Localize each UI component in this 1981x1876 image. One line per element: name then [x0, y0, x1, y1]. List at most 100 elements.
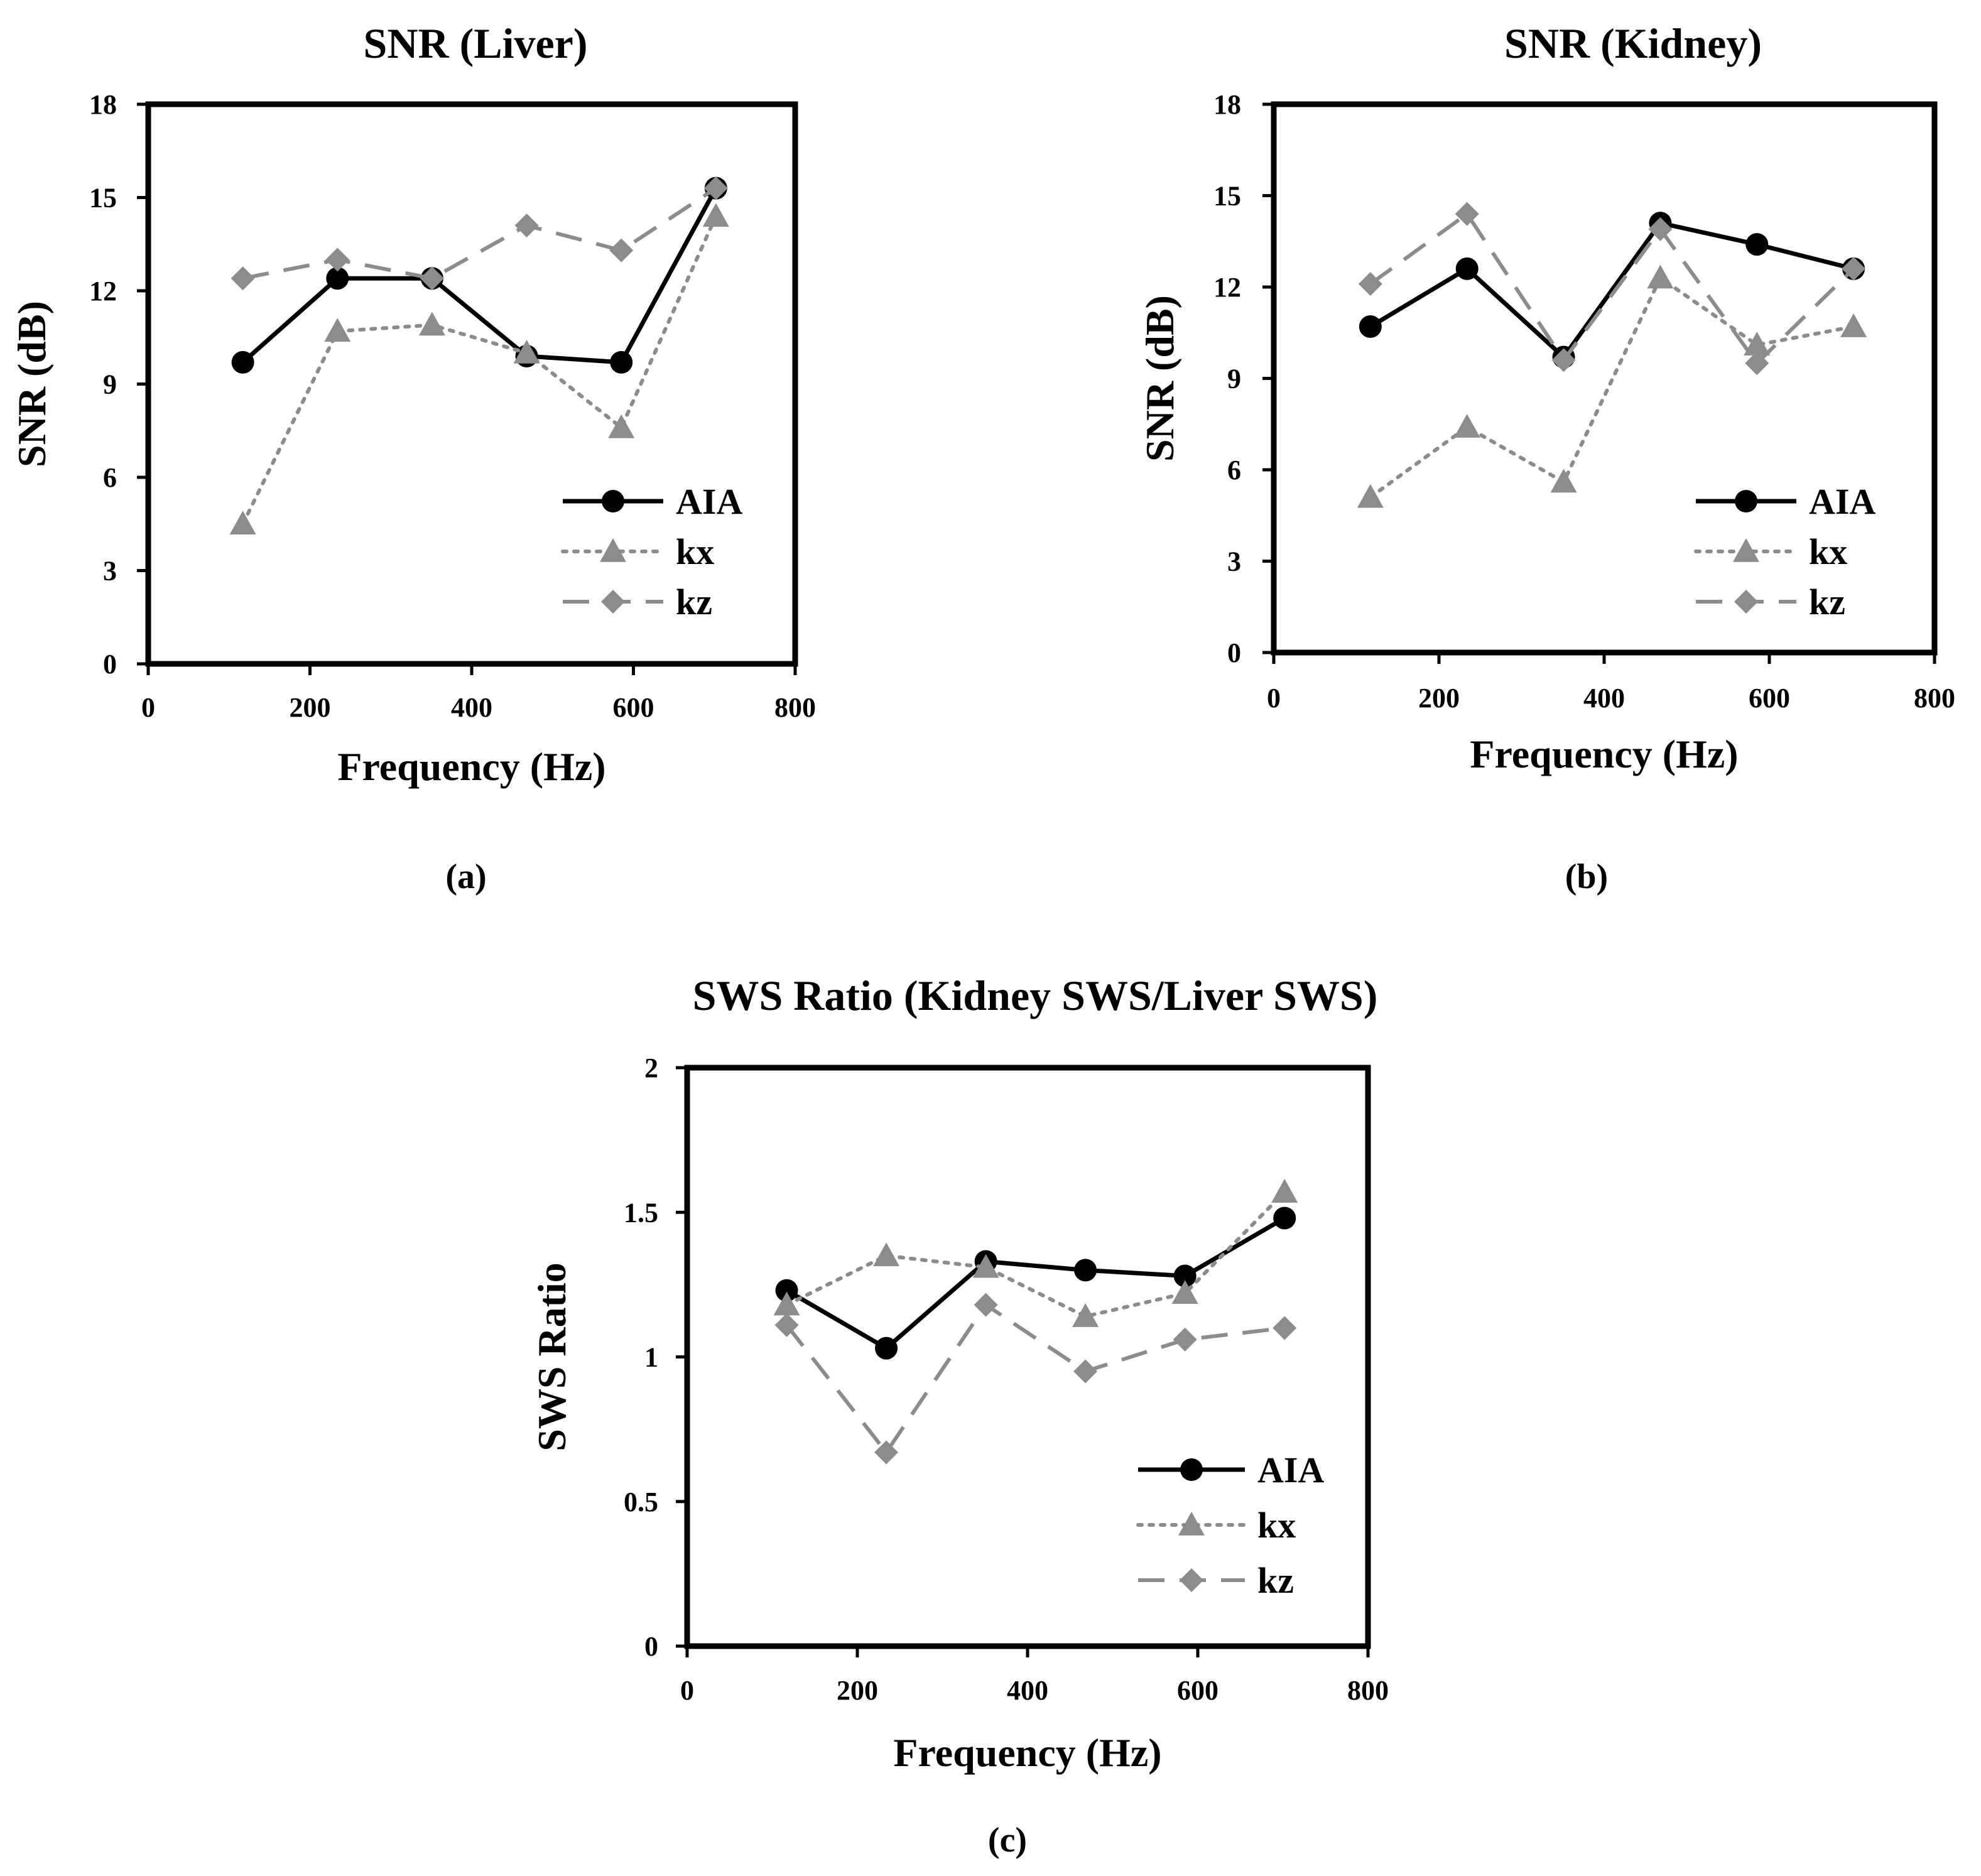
legend-marker-kz — [1180, 1568, 1203, 1592]
data-point-AIA — [326, 267, 349, 290]
legend-label-AIA: AIA — [1809, 481, 1875, 522]
y-tick-label: 0 — [644, 1631, 658, 1662]
data-point-kx — [1840, 313, 1867, 337]
series-kx — [1357, 264, 1867, 508]
data-point-kz — [1358, 272, 1382, 296]
data-point-kx — [608, 414, 635, 438]
data-point-AIA — [1173, 1264, 1197, 1288]
y-tick-label: 3 — [1227, 546, 1241, 577]
y-tick-label: 12 — [89, 276, 117, 306]
legend-marker-AIA — [1735, 490, 1757, 512]
y-tick-label: 0 — [1227, 637, 1241, 668]
chart-title: SNR (Kidney) — [1504, 19, 1762, 67]
legend-marker-AIA — [1180, 1458, 1203, 1481]
x-tick-label: 400 — [1583, 683, 1625, 713]
data-point-kz — [774, 1313, 799, 1337]
x-tick-label: 0 — [141, 692, 155, 723]
x-axis-label: Frequency (Hz) — [337, 744, 605, 789]
series-line-AIA — [1369, 220, 1854, 360]
legend-label-kz: kz — [676, 582, 712, 622]
y-tick-label: 18 — [1213, 89, 1241, 120]
y-tick-label: 15 — [89, 183, 117, 214]
plot-frame — [145, 101, 798, 667]
legend-marker-kx — [600, 538, 626, 562]
x-tick-label: 200 — [837, 1675, 878, 1706]
y-tick-label: 6 — [103, 462, 117, 493]
y-tick-label: 3 — [103, 556, 117, 587]
data-point-kz — [231, 266, 255, 291]
data-point-kx — [773, 1291, 800, 1316]
series-kz — [231, 176, 728, 291]
data-point-kx — [513, 340, 540, 364]
legend: AIA kx kz — [1694, 481, 1875, 622]
data-point-kx — [1271, 1179, 1298, 1203]
chart-title: SNR (Liver) — [364, 19, 588, 67]
chart-3: SWS Ratio (Kidney SWS/Liver SWS) 0 200 400 6… — [529, 972, 1389, 1860]
x-axis-label: Frequency (Hz) — [1470, 732, 1738, 776]
data-point-AIA — [775, 1279, 798, 1302]
y-tick-label: 18 — [89, 89, 117, 120]
data-point-kx — [1171, 1280, 1198, 1304]
data-point-kx — [229, 511, 256, 535]
x-tick-label: 400 — [451, 692, 492, 723]
plot-frame — [684, 1065, 1371, 1649]
data-point-kx — [1453, 414, 1480, 438]
chart-2: SNR (Kidney) 0 200 400 600 800 0 3 6 9 12 15 18 Frequ… — [1137, 19, 1955, 896]
data-point-kz — [1173, 1327, 1197, 1352]
legend: AIA kx kz — [1136, 1450, 1324, 1601]
x-tick-label: 600 — [1749, 683, 1790, 713]
x-tick-label: 800 — [1914, 683, 1955, 713]
y-tick-label: 1 — [644, 1342, 658, 1373]
data-point-kx — [1550, 469, 1577, 493]
x-tick-label: 400 — [1007, 1675, 1048, 1706]
panel-caption: (b) — [1565, 857, 1608, 896]
data-point-kz — [874, 1440, 899, 1465]
legend-marker-kz — [1734, 590, 1758, 614]
series-line-kx — [241, 214, 718, 526]
chart-1: SNR (Liver) 0 200 400 600 800 0 3 6 9 12 15 18 Freque… — [9, 19, 816, 896]
series-line-AIA — [785, 1216, 1286, 1351]
y-axis-label: SNR (dB) — [1137, 295, 1182, 462]
series-line-kx — [1368, 276, 1856, 499]
x-tick-label: 0 — [680, 1675, 694, 1706]
data-point-AIA — [1273, 1206, 1296, 1230]
x-tick-label: 800 — [1347, 1675, 1389, 1706]
legend-marker-kx — [1733, 538, 1759, 562]
data-point-kx — [1072, 1303, 1099, 1327]
legend-label-AIA: AIA — [676, 481, 742, 522]
series-kx — [229, 203, 729, 535]
series-AIA — [775, 1206, 1296, 1360]
data-point-kz — [1648, 217, 1673, 241]
data-point-kz — [1273, 1316, 1297, 1340]
series-line-AIA — [241, 187, 718, 365]
legend-label-kx: kx — [1257, 1505, 1296, 1546]
legend-marker-kz — [601, 590, 625, 614]
series-line-kz — [1369, 212, 1855, 366]
series-line-kz — [785, 1303, 1285, 1455]
y-tick-label: 2 — [644, 1053, 658, 1083]
data-point-kx — [972, 1254, 999, 1278]
data-point-kx — [1744, 332, 1771, 355]
x-tick-label: 0 — [1267, 683, 1281, 713]
chart-title: SWS Ratio (Kidney SWS/Liver SWS) — [693, 972, 1378, 1019]
data-point-AIA — [1074, 1259, 1097, 1282]
series-kz — [774, 1293, 1297, 1465]
data-point-kz — [974, 1293, 998, 1317]
y-tick-label: 6 — [1227, 455, 1241, 485]
data-point-kx — [702, 203, 729, 227]
x-tick-label: 200 — [290, 692, 331, 723]
series-kz — [1358, 202, 1866, 376]
data-point-kz — [1842, 256, 1866, 281]
data-point-kx — [1647, 264, 1674, 289]
y-tick-label: 15 — [1213, 181, 1241, 212]
legend-marker-AIA — [602, 490, 624, 512]
legend-label-AIA: AIA — [1257, 1450, 1324, 1490]
data-point-kz — [1455, 202, 1479, 226]
data-point-AIA — [610, 350, 633, 374]
legend-label-kz: kz — [1809, 582, 1845, 622]
data-point-AIA — [1359, 315, 1382, 339]
y-tick-label: 9 — [1227, 364, 1241, 394]
y-tick-label: 0.5 — [624, 1487, 658, 1517]
series-kx — [773, 1179, 1298, 1327]
data-point-kz — [325, 247, 350, 272]
